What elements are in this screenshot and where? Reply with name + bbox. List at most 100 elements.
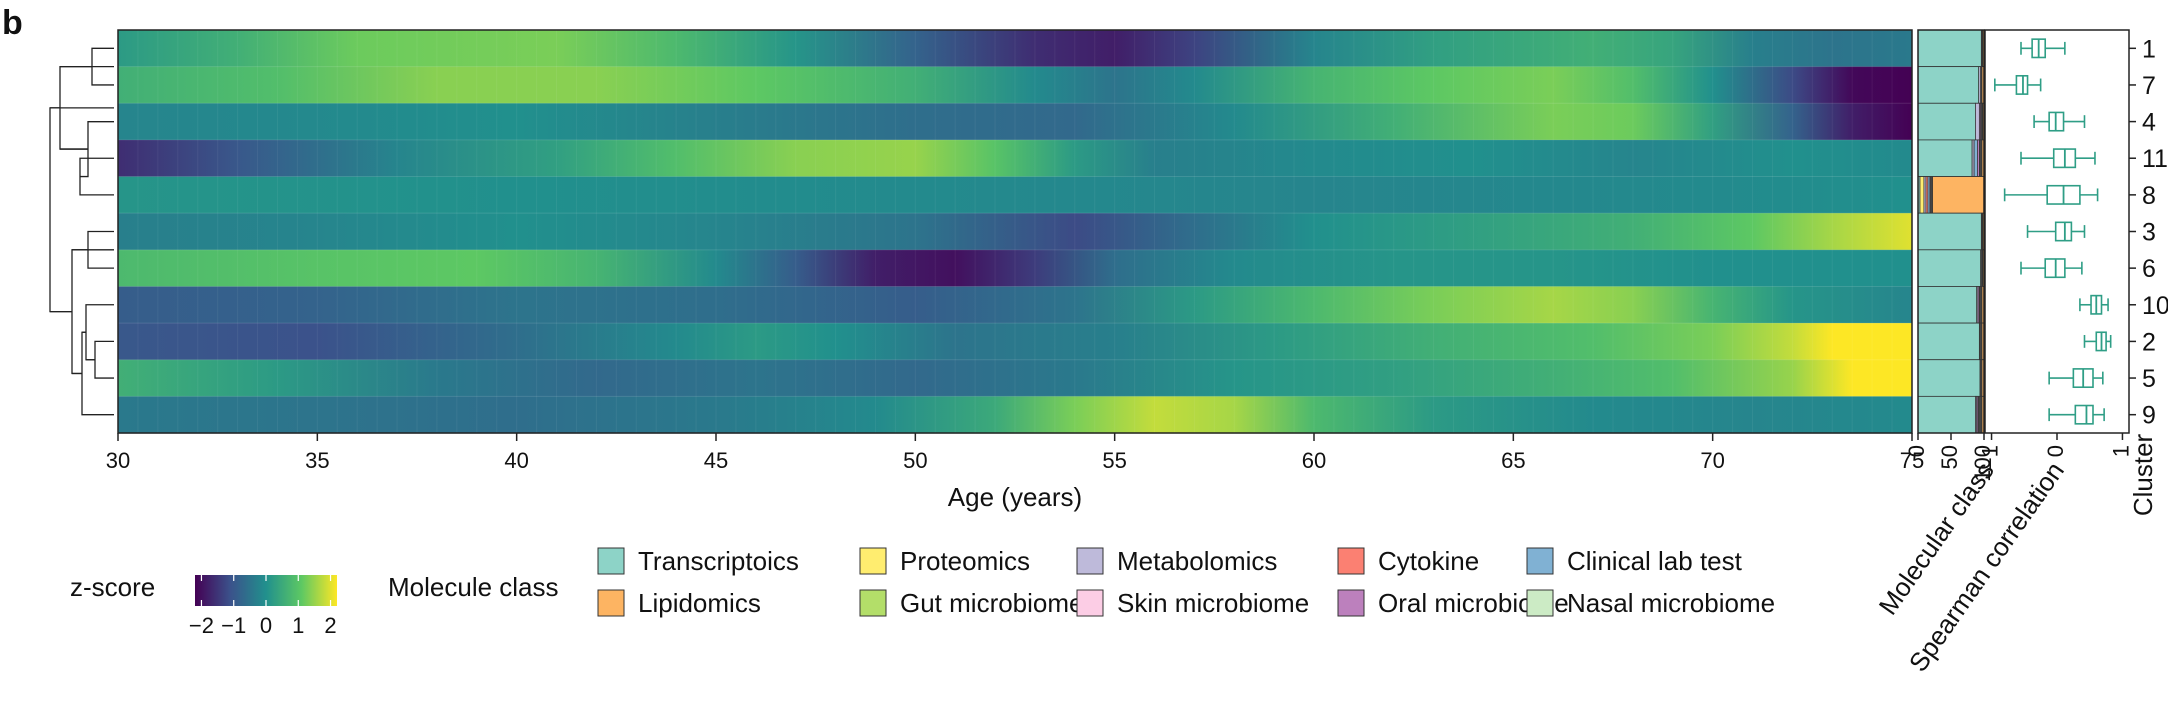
legend-label: Cytokine [1378, 546, 1479, 576]
spearman-box-cluster-6 [2020, 258, 2083, 279]
cluster-label-1: 1 [2142, 35, 2156, 63]
legend-swatch [597, 589, 625, 617]
legend-item-metabolomics: Metabolomics [1076, 546, 1277, 576]
dendrogram-branch [81, 331, 114, 416]
spearman-box-cluster-11 [2020, 148, 2096, 169]
spearman-tick-label: −1 [1977, 445, 2002, 470]
colorbar-tick-label: 2 [324, 613, 336, 638]
colorbar-tick-label: 1 [292, 613, 304, 638]
cluster-label-7: 7 [2142, 72, 2156, 100]
zscore-legend-title: z-score [70, 572, 155, 602]
spearman-box-cluster-3 [2026, 221, 2086, 242]
heatmap-row-cluster-4 [118, 103, 1912, 141]
molecular-class-segment--dark [1977, 395, 1983, 434]
legend-item-clinical-lab-test: Clinical lab test [1526, 546, 1743, 576]
spearman-axis-ticks: −1 0 1 [1977, 433, 2133, 470]
molecular-class-segment-transcriptoics [1917, 29, 1982, 68]
heatmap-row-cluster-6 [118, 249, 1912, 288]
legend-label: Metabolomics [1117, 546, 1277, 576]
molecule-class-legend-title: Molecule class [388, 572, 559, 602]
age-tick-label: 50 [903, 448, 927, 473]
colorbar-tick-label: −1 [221, 613, 246, 638]
age-axis-ticks: 30 35 40 45 50 55 60 65 70 75 [106, 433, 1924, 473]
molecular-class-segment-lipidomics [1932, 176, 1985, 214]
cluster-label-5: 5 [2142, 365, 2156, 393]
heatmap-row-cluster-3 [118, 213, 1912, 251]
cluster-axis-label: Cluster [2128, 433, 2158, 516]
cluster-label-8: 8 [2142, 182, 2156, 210]
heatmap [118, 30, 1912, 434]
molecular-class-segment-transcriptoics [1917, 139, 1973, 177]
panel-label: b [2, 4, 23, 42]
heatmap-row-cluster-8 [118, 176, 1912, 214]
legend-item-proteomics: Proteomics [859, 546, 1030, 576]
molecular-class-segment-transcriptoics [1917, 249, 1982, 287]
colorbar-tick-label: 0 [260, 613, 272, 638]
cluster-label-4: 4 [2142, 109, 2156, 137]
molecular-class-segment-transcriptoics [1917, 359, 1981, 397]
age-tick-label: 55 [1102, 448, 1126, 473]
spearman-box-cluster-9 [2048, 404, 2105, 425]
legend-swatch [1076, 589, 1104, 617]
legend-item-cytokine: Cytokine [1337, 546, 1479, 576]
molecular-class-segment-clinical-lab-test [1973, 139, 1978, 177]
cluster-label-3: 3 [2142, 219, 2156, 247]
legend-swatch [1337, 589, 1365, 617]
legend-item-transcriptoics: Transcriptoics [597, 546, 799, 576]
heatmap-row-cluster-7 [118, 66, 1912, 104]
cluster-label-9: 9 [2142, 402, 2156, 430]
legend-swatch [1337, 547, 1365, 575]
spearman-tick-label: 1 [2108, 445, 2133, 457]
molecular-class-segment-transcriptoics [1917, 286, 1978, 324]
molecular-class-segment-metabolomics [1975, 102, 1980, 141]
legend-label: Skin microbiome [1117, 588, 1309, 618]
spearman-iqr-box [2015, 74, 2029, 95]
age-tick-label: 60 [1302, 448, 1326, 473]
dendrogram-branch [94, 340, 114, 379]
age-tick-label: 35 [305, 448, 329, 473]
age-tick-label: 30 [106, 448, 130, 473]
cluster-label-6: 6 [2142, 255, 2156, 283]
cluster-label-10: 10 [2142, 292, 2168, 320]
molecular-class-tick-label: 50 [1937, 445, 1962, 469]
spearman-box-cluster-1 [2020, 38, 2066, 59]
legend-swatch [1526, 547, 1554, 575]
legend-label: Gut microbiome [900, 588, 1084, 618]
heatmap-row-cluster-5 [118, 359, 1912, 397]
molecule-class-legend: Transcriptoics Proteomics Metabolomics Cyto… [597, 546, 1775, 618]
molecular-class-tick-label: 0 [1904, 445, 1929, 457]
spearman-box-cluster-5 [2048, 368, 2104, 389]
heatmap-frame [117, 29, 1913, 434]
heatmap-row-cluster-11 [118, 139, 1912, 178]
spearman-box-cluster-7 [1994, 74, 2042, 95]
spearman-box-cluster-4 [2033, 111, 2086, 132]
legend-item-skin-microbiome: Skin microbiome [1076, 588, 1309, 618]
legend-item-gut-microbiome: Gut microbiome [859, 588, 1084, 618]
age-tick-label: 70 [1700, 448, 1724, 473]
legend-item-nasal-microbiome: Nasal microbiome [1526, 588, 1775, 618]
molecular-class-segment-transcriptoics [1917, 395, 1976, 434]
age-tick-label: 75 [1900, 448, 1924, 473]
colorbar-tick-label: −2 [189, 613, 214, 638]
legend-swatch [1076, 547, 1104, 575]
legend-swatch [859, 589, 887, 617]
molecular-class-ticks: 0 50 100 [1904, 433, 1995, 482]
spearman-boxplots [1994, 38, 2112, 425]
spearman-iqr-box [2054, 221, 2073, 242]
molecular-class-bars [1917, 29, 1985, 434]
molecular-class-segment-transcriptoics [1917, 212, 1982, 251]
molecular-class-segment-transcriptoics [1917, 66, 1980, 104]
legend-item-lipidomics: Lipidomics [597, 588, 761, 618]
heatmap-row-cluster-9 [118, 396, 1912, 434]
spearman-tick-label: 0 [2043, 445, 2068, 457]
dendrogram-branch [85, 304, 114, 361]
legend-swatch [859, 547, 887, 575]
age-tick-label: 45 [704, 448, 728, 473]
spearman-box-cluster-2 [2083, 331, 2112, 352]
age-tick-label: 40 [504, 448, 528, 473]
spearman-iqr-box [2074, 404, 2094, 425]
age-tick-label: 65 [1501, 448, 1525, 473]
heatmap-row-cluster-10 [118, 286, 1912, 324]
cluster-dendrogram [49, 47, 114, 416]
